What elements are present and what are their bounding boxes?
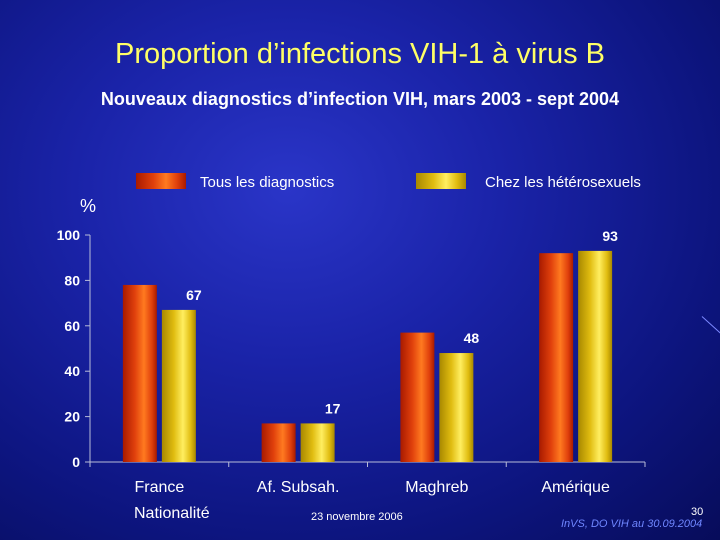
footer-date: 23 novembre 2006 (311, 511, 403, 523)
x-tick-label: France (134, 479, 184, 496)
bar-hetero-1 (300, 423, 335, 462)
footer-source: InVS, DO VIH au 30.09.2004 (561, 518, 703, 530)
y-tick-label: 100 (57, 227, 81, 243)
bar-all-3 (539, 253, 574, 462)
legend-label-hetero: Chez les hétérosexuels (485, 174, 641, 191)
slide-subtitle: Nouveaux diagnostics d’infection VIH, ma… (100, 89, 620, 109)
y-tick-label: 0 (72, 454, 80, 470)
y-tick-label: 40 (64, 363, 80, 379)
y-tick-label: 20 (64, 409, 80, 425)
x-tick-label: Maghreb (405, 479, 468, 496)
legend-swatch-all (136, 173, 186, 189)
slide-title: Proportion d’infections VIH-1 à virus B (115, 38, 605, 70)
y-unit-label: % (80, 196, 97, 216)
x-tick-label: Amérique (541, 479, 610, 496)
data-label: 17 (325, 400, 341, 416)
bar-all-2 (400, 332, 435, 462)
data-label: 48 (464, 330, 480, 346)
x-axis-title: Nationalité (134, 505, 210, 522)
bar-hetero-3 (578, 250, 613, 462)
x-tick-label: Af. Subsah. (257, 479, 340, 496)
y-tick-label: 60 (64, 318, 80, 334)
bar-all-0 (122, 284, 157, 462)
bar-hetero-2 (439, 353, 474, 462)
legend-swatch-hetero (416, 173, 466, 189)
bar-hetero-0 (161, 309, 196, 462)
data-label: 67 (186, 287, 202, 303)
y-tick-label: 80 (64, 272, 80, 288)
legend-label-all: Tous les diagnostics (200, 174, 335, 191)
data-label: 93 (602, 228, 618, 244)
page-number: 30 (691, 506, 704, 518)
bar-all-1 (261, 423, 296, 462)
